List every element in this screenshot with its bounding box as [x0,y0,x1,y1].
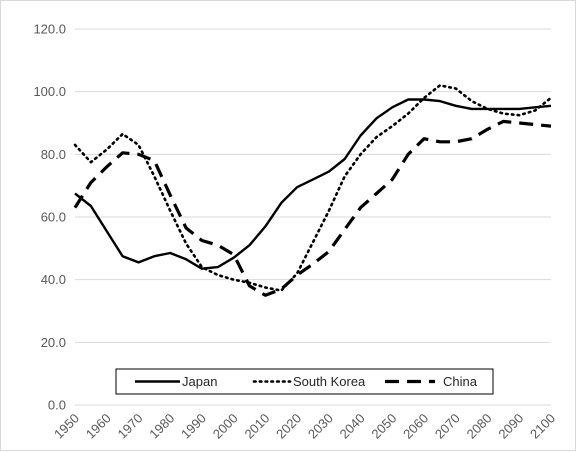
legend-label-south-korea: South Korea [293,374,366,389]
y-tick-label: 100.0 [33,84,66,99]
y-tick-label: 120.0 [33,22,66,37]
x-tick-label: 2010 [241,411,272,442]
series-line-china [73,119,552,297]
series-line-japan [74,98,552,270]
y-tick-label: 20.0 [41,335,66,350]
y-tick-label: 0.0 [48,398,66,413]
x-tick-label: 2000 [210,411,241,442]
y-tick-label: 80.0 [41,147,66,162]
legend-label-china: China [443,374,478,389]
x-tick-label: 2030 [305,411,336,442]
x-tick-label: 1990 [178,411,209,442]
x-tick-label: 1980 [146,411,177,442]
series-line-south-korea [73,84,553,292]
x-tick-label: 1950 [51,411,82,442]
legend: Japan South Korea China [115,368,494,395]
x-tick-label: 2080 [464,411,495,442]
x-tick-label: 2060 [400,411,431,442]
x-tick-label: 2040 [337,411,368,442]
legend-label-japan: Japan [182,374,217,389]
x-tick-label: 1960 [83,411,114,442]
x-tick-label: 2090 [495,411,526,442]
y-tick-label: 40.0 [41,272,66,287]
x-tick-label: 2020 [273,411,304,442]
x-tick-label: 2070 [432,411,463,442]
y-tick-label: 60.0 [41,210,66,225]
x-tick-label: 1970 [115,411,146,442]
x-tick-label: 2100 [527,411,558,442]
x-tick-label: 2050 [368,411,399,442]
